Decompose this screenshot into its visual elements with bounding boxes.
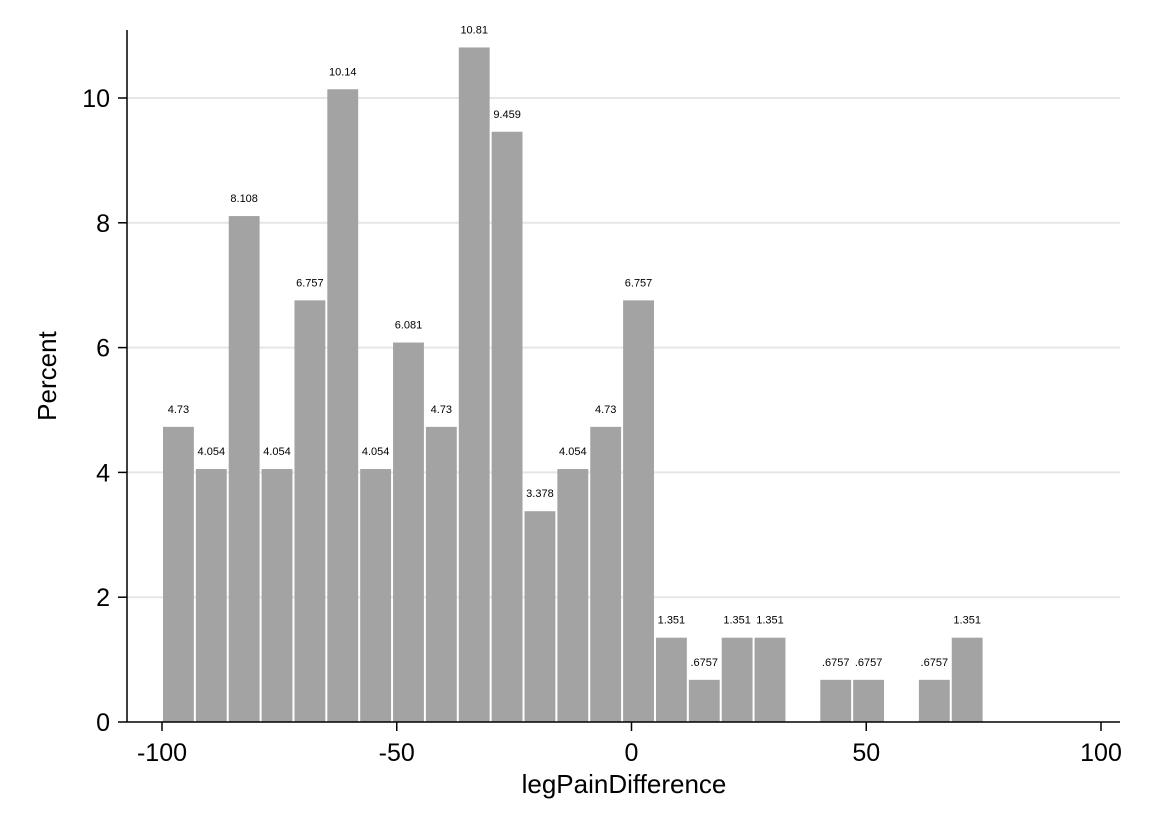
bar-value-label: .6757	[822, 657, 850, 669]
histogram-bar	[623, 300, 654, 722]
y-tick-label: 10	[82, 85, 110, 113]
y-tick-label: 4	[96, 459, 110, 487]
x-tick-label: -100	[137, 739, 187, 767]
y-tick-label: 6	[96, 335, 110, 363]
histogram-bar	[360, 469, 392, 722]
bar-value-label: 4.73	[168, 404, 189, 416]
bar-value-label: 4.054	[559, 446, 587, 458]
histogram-bar	[261, 469, 293, 722]
bar-value-label: 4.73	[431, 404, 452, 416]
y-ticks: 0 2 4 6 8 10	[82, 85, 127, 737]
histogram-bar	[951, 637, 983, 722]
bar-value-labels: 4.73 4.054 8.108 4.054 6.757 10.14 4.054 6.081 4…	[168, 24, 981, 668]
bar-value-label: 1.351	[658, 615, 686, 627]
bar-value-label: 10.81	[460, 24, 488, 36]
bar-value-label: 4.054	[362, 446, 390, 458]
histogram-bar	[458, 47, 490, 723]
bar-value-label: 1.351	[723, 615, 751, 627]
bars	[163, 47, 983, 723]
bar-value-label: 10.14	[329, 66, 357, 78]
x-tick-label: 0	[625, 739, 639, 767]
x-tick-label: -50	[379, 739, 415, 767]
bar-value-label: 6.081	[395, 320, 423, 332]
histogram-bar	[721, 637, 753, 722]
histogram-bar	[163, 426, 194, 722]
histogram-bar	[853, 679, 885, 722]
histogram-bar	[327, 89, 359, 723]
y-tick-label: 0	[96, 709, 110, 737]
histogram-bar	[294, 300, 326, 722]
bar-value-label: 8.108	[230, 193, 258, 205]
x-tick-label: 100	[1080, 739, 1122, 767]
bar-value-label: 4.054	[263, 446, 291, 458]
bar-value-label: .6757	[855, 657, 883, 669]
x-tick-label: 50	[852, 739, 880, 767]
histogram-bar	[425, 426, 457, 722]
histogram-bar	[228, 216, 260, 723]
bar-value-label: 6.757	[296, 277, 324, 289]
bar-value-label: 1.351	[953, 615, 981, 627]
histogram-bar	[754, 637, 786, 722]
y-tick-label: 2	[96, 584, 110, 612]
histogram-bar	[393, 342, 424, 722]
histogram-bar	[590, 426, 622, 722]
histogram-bar	[688, 679, 720, 722]
bar-value-label: .6757	[691, 657, 719, 669]
bar-value-label: 1.351	[756, 615, 784, 627]
axes	[126, 30, 1120, 723]
histogram-bar	[820, 679, 852, 722]
y-tick-label: 8	[96, 210, 110, 238]
histogram-bar	[918, 679, 950, 722]
histogram-bar	[195, 469, 227, 722]
histogram-bar	[655, 637, 687, 722]
histogram-bar	[491, 131, 523, 722]
bar-value-label: 4.054	[198, 446, 226, 458]
bar-value-label: .6757	[921, 657, 949, 669]
bar-value-label: 3.378	[526, 488, 554, 500]
bar-value-label: 4.73	[595, 404, 616, 416]
bar-value-label: 6.757	[625, 277, 653, 289]
x-axis-title: legPainDifference	[522, 769, 727, 799]
x-ticks: -100 -50 0 50 100	[137, 722, 1122, 767]
histogram-bar	[557, 469, 589, 722]
bar-value-label: 9.459	[493, 109, 521, 121]
y-axis-title: Percent	[32, 330, 62, 420]
histogram-bar	[524, 511, 556, 722]
